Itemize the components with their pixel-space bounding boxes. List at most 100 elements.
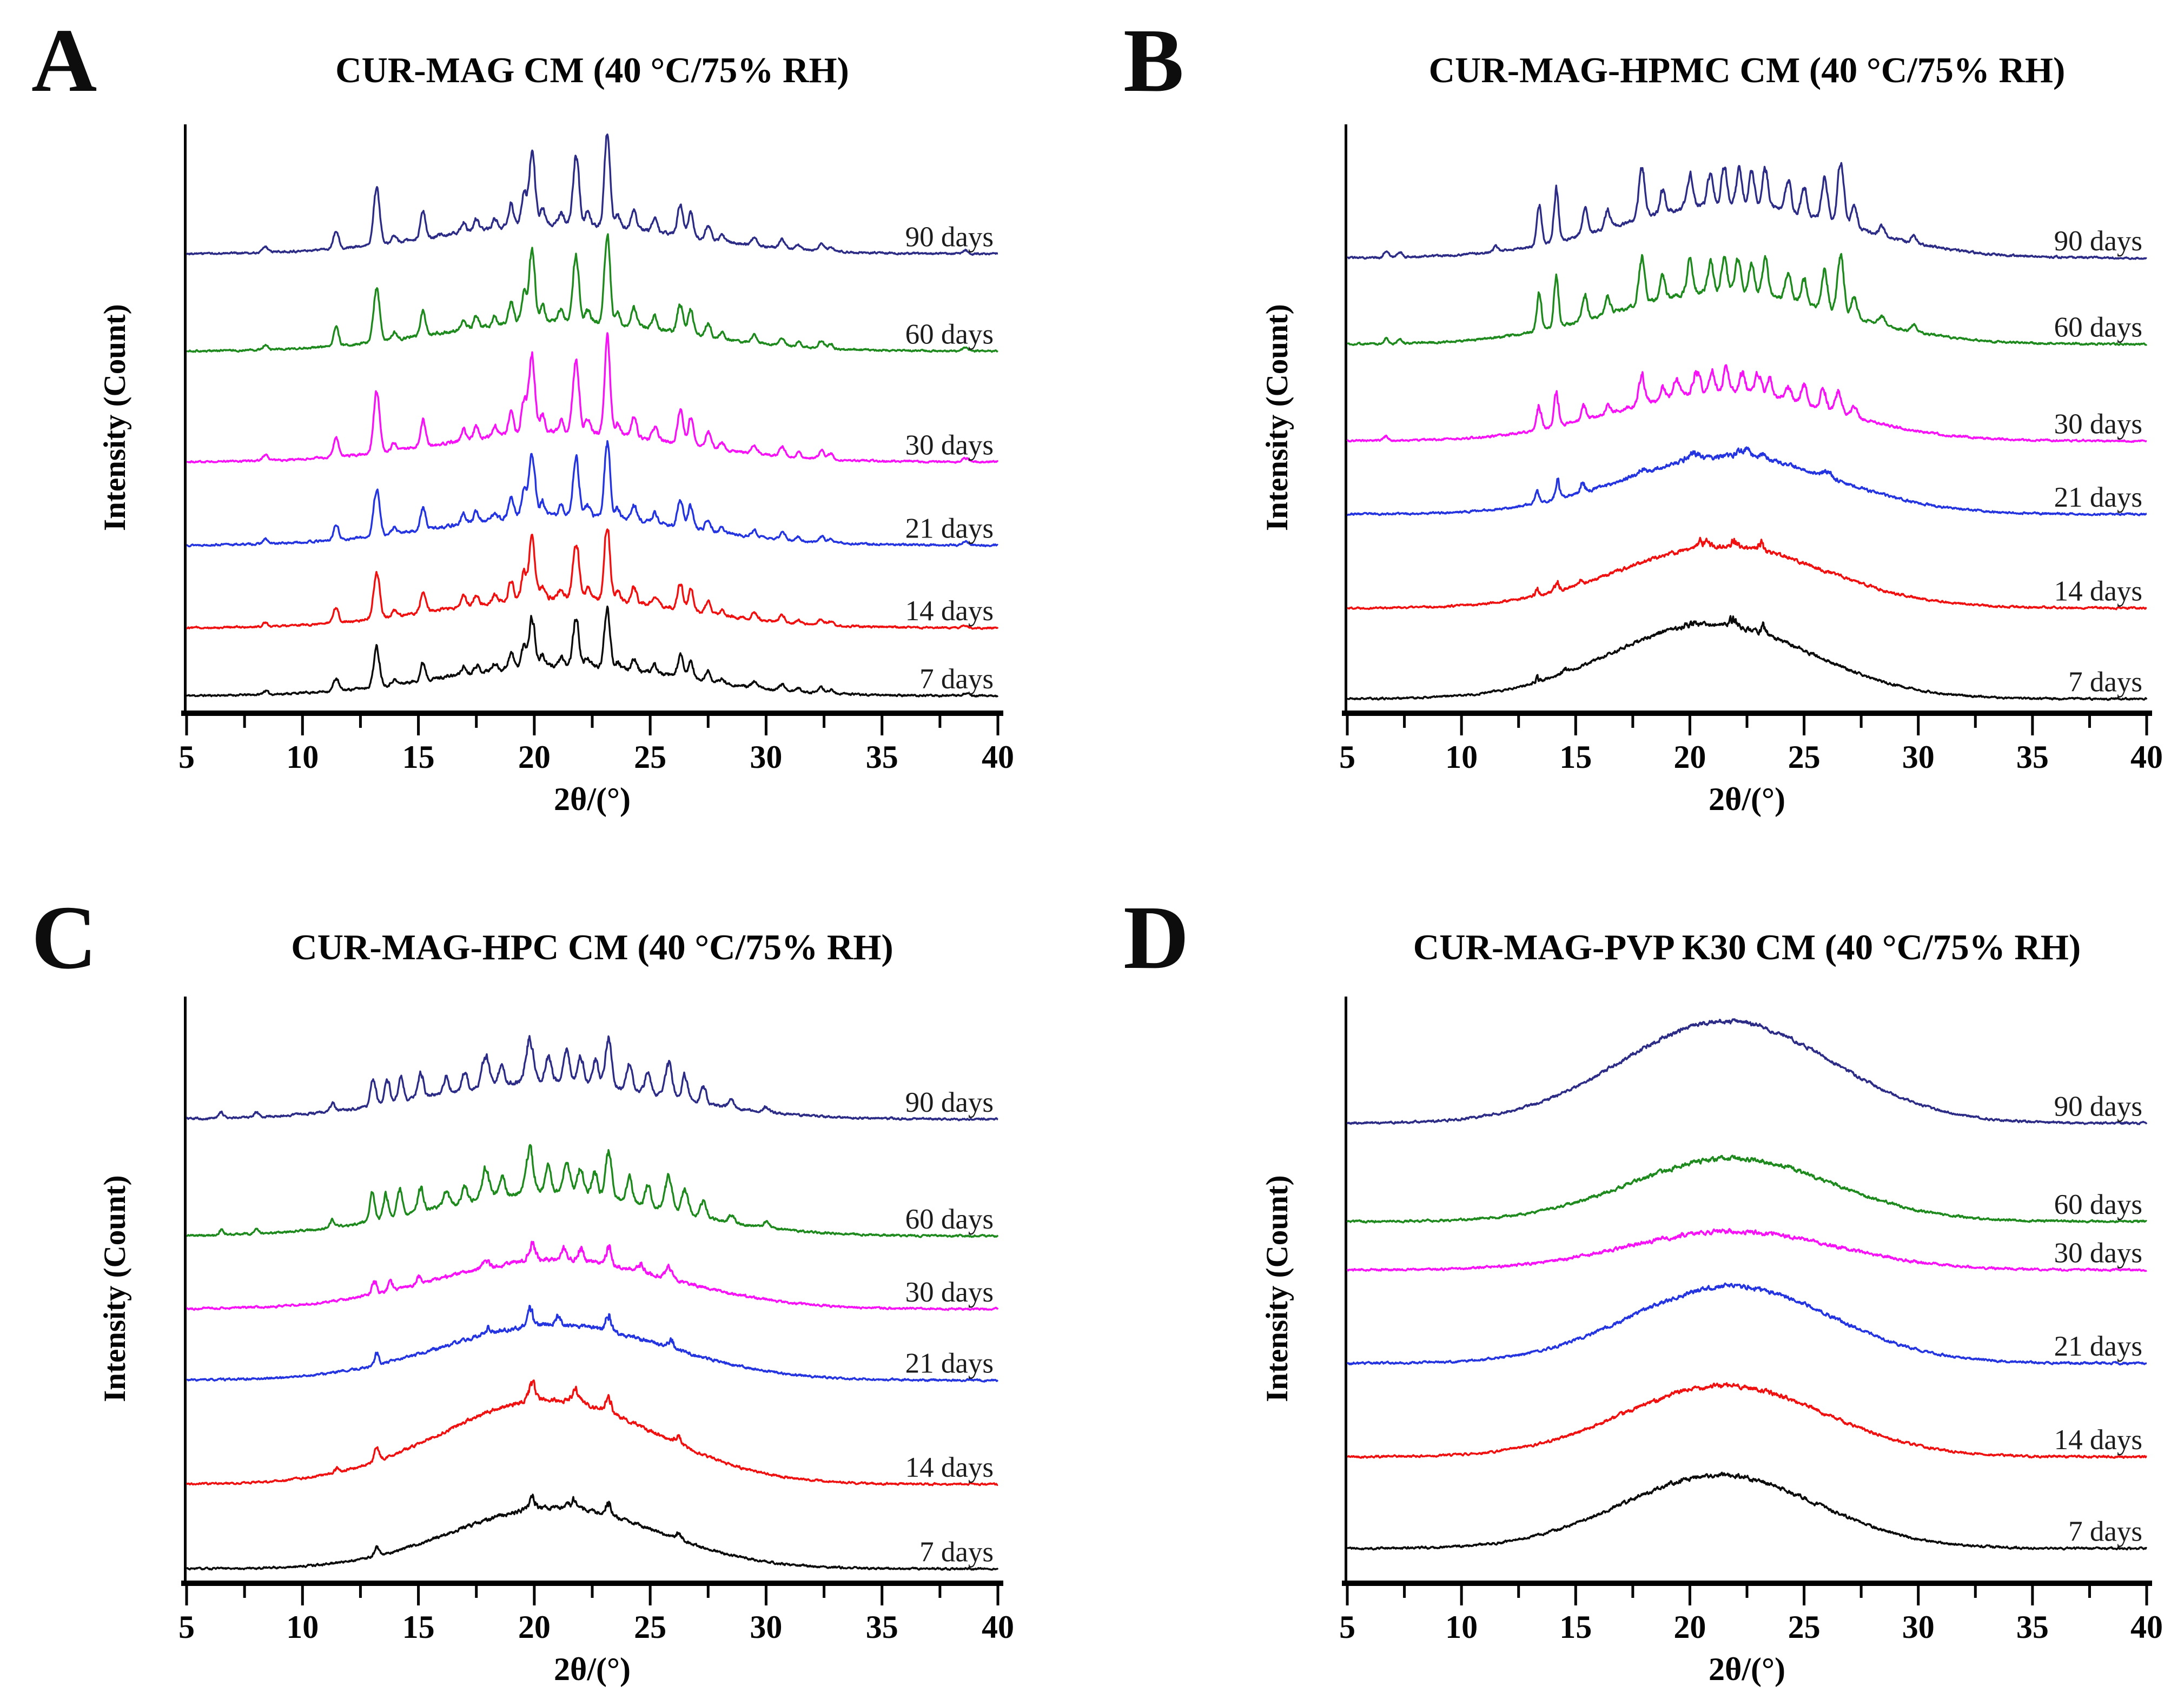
series-label: 90 days: [2054, 1091, 2142, 1122]
x-major-tick: [301, 1586, 304, 1605]
x-tick-label: 5: [178, 1609, 195, 1645]
x-major-tick: [996, 716, 1000, 735]
x-tick-label: 40: [982, 1609, 1014, 1645]
series-label: 30 days: [905, 1277, 994, 1308]
x-major-tick: [881, 716, 884, 735]
x-axis-label: 2θ/(°): [1709, 1651, 1785, 1687]
x-tick-label: 30: [1902, 739, 1935, 775]
x-minor-tick: [591, 716, 594, 728]
x-major-tick: [1574, 716, 1577, 735]
xrd-trace-60-days: [186, 233, 998, 353]
x-tick-label: 40: [2130, 1609, 2163, 1645]
x-minor-tick: [475, 716, 478, 728]
series-label: 7 days: [919, 1536, 994, 1568]
x-tick-label: 15: [402, 1609, 435, 1645]
x-tick-label: 15: [1559, 739, 1592, 775]
x-axis-line: [181, 711, 1003, 716]
xrd-trace-30-days: [1346, 364, 2147, 443]
xrd-plot-b: 5 10 15 20 25 30 35 40 7 days 14 days 21 days 30 da…: [1339, 124, 2163, 775]
x-major-tick: [648, 716, 652, 735]
x-major-tick: [2031, 716, 2034, 735]
series-label: 30 days: [2054, 1237, 2142, 1269]
x-tick-label: 30: [1902, 1609, 1935, 1645]
x-major-tick: [1460, 716, 1463, 735]
xrd-trace-90-days: [1347, 162, 2147, 260]
xrd-trace-30-days: [1346, 1228, 2147, 1272]
x-tick-label: 10: [286, 1609, 319, 1645]
y-axis-line: [1345, 997, 1347, 1586]
xrd-trace-7-days: [186, 605, 999, 698]
series-label: 14 days: [2054, 575, 2142, 607]
x-tick-label: 25: [634, 739, 666, 775]
xrd-trace-7-days: [1347, 615, 2148, 701]
series-label: 90 days: [905, 1087, 994, 1118]
panel-letter: A: [31, 10, 97, 111]
xrd-trace-60-days: [186, 1144, 999, 1238]
series-label: 7 days: [2068, 666, 2142, 698]
series-label: 60 days: [905, 1204, 994, 1235]
series-label: 7 days: [2068, 1516, 2142, 1548]
panel-title: CUR-MAG CM (40 °C/75% RH): [335, 50, 849, 90]
x-minor-tick: [243, 716, 246, 728]
series-label: 90 days: [2054, 225, 2142, 257]
x-minor-tick: [823, 716, 826, 728]
x-major-tick: [533, 1586, 536, 1605]
xrd-trace-30-days: [186, 1240, 999, 1311]
x-tick-label: 20: [1673, 1609, 1706, 1645]
x-minor-tick: [1517, 1586, 1520, 1598]
panel-c: C CUR-MAG-HPC CM (40 °C/75% RH) Intensit…: [0, 853, 1092, 1706]
x-minor-tick: [1631, 1586, 1634, 1598]
x-minor-tick: [1974, 1586, 1977, 1598]
series-label: 90 days: [905, 222, 994, 253]
x-tick-label: 5: [178, 739, 195, 775]
x-axis-line: [181, 1581, 1003, 1586]
x-tick-label: 10: [1445, 1609, 1478, 1645]
xrd-trace-60-days: [1346, 253, 2148, 346]
x-tick-label: 20: [1673, 739, 1706, 775]
x-major-tick: [881, 1586, 884, 1605]
panel-d: D CUR-MAG-PVP K30 CM (40 °C/75% RH) Inte…: [1092, 853, 2184, 1706]
xrd-trace-14-days: [186, 1379, 998, 1486]
y-axis-line: [184, 124, 187, 716]
series-label: 60 days: [2054, 1189, 2142, 1220]
panel-title: CUR-MAG-HPMC CM (40 °C/75% RH): [1428, 50, 2066, 90]
panel-letter: D: [1123, 887, 1189, 988]
x-major-tick: [1688, 716, 1691, 735]
x-minor-tick: [706, 1586, 710, 1598]
x-minor-tick: [359, 1586, 362, 1598]
panel-title: CUR-MAG-HPC CM (40 °C/75% RH): [291, 927, 894, 967]
x-axis-label: 2θ/(°): [554, 781, 631, 817]
series-label: 14 days: [905, 595, 994, 627]
x-major-tick: [764, 1586, 767, 1605]
x-minor-tick: [2088, 1586, 2091, 1598]
x-minor-tick: [359, 716, 362, 728]
x-minor-tick: [823, 1586, 826, 1598]
x-tick-label: 20: [518, 739, 551, 775]
x-axis-label: 2θ/(°): [554, 1651, 631, 1687]
xrd-trace-21-days: [186, 1305, 999, 1383]
xrd-plot-a: 5 10 15 20 25 30 35 40 7 days 14 days 21 days 30 da…: [178, 124, 1014, 775]
x-tick-label: 40: [982, 739, 1014, 775]
x-axis-line: [1342, 711, 2152, 716]
series-label: 21 days: [905, 513, 994, 544]
x-major-tick: [1574, 1586, 1577, 1605]
series-label: 60 days: [905, 319, 994, 350]
x-minor-tick: [475, 1586, 478, 1598]
x-minor-tick: [1745, 1586, 1749, 1598]
x-major-tick: [185, 1586, 188, 1605]
x-tick-label: 15: [402, 739, 435, 775]
series-label: 60 days: [2054, 312, 2142, 343]
x-axis-line: [1342, 1581, 2152, 1586]
xrd-plot-c: 5 10 15 20 25 30 35 40 7 days 14 days 21 days 30 da…: [178, 997, 1014, 1645]
x-major-tick: [1346, 716, 1349, 735]
x-axis-label: 2θ/(°): [1709, 781, 1785, 817]
xrd-plot-d: 5 10 15 20 25 30 35 40 7 days 14 days 21 days 30 da…: [1339, 997, 2163, 1645]
x-major-tick: [648, 1586, 652, 1605]
x-major-tick: [533, 716, 536, 735]
x-tick-label: 35: [2016, 1609, 2049, 1645]
xrd-trace-60-days: [1346, 1154, 2148, 1224]
xrd-trace-90-days: [1346, 1018, 2148, 1125]
xrd-trace-30-days: [186, 332, 999, 464]
x-minor-tick: [706, 716, 710, 728]
